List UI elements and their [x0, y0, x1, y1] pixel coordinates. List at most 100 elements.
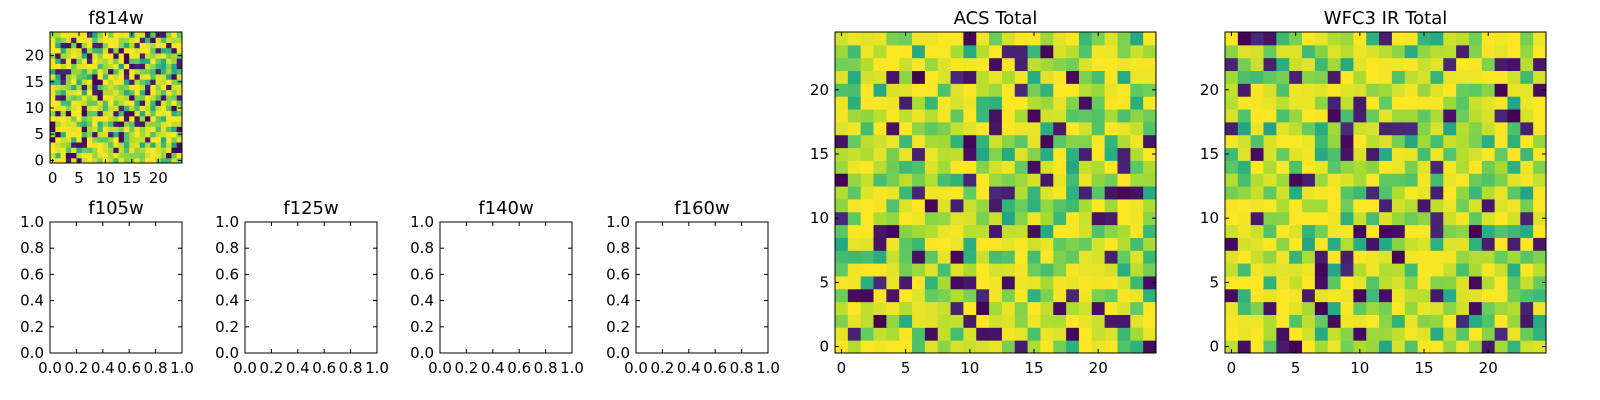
heatmap-cell-wfc3-ir-total: [1237, 263, 1252, 277]
heatmap-cell-acs-total: [1117, 198, 1131, 213]
heatmap-cell-acs-total: [860, 109, 875, 123]
heatmap-cell-wfc3-ir-total: [1379, 301, 1393, 315]
heatmap-cell-f814w: [65, 89, 72, 96]
heatmap-cell-f814w: [97, 147, 104, 154]
heatmap-cell-wfc3-ir-total: [1417, 109, 1431, 123]
heatmap-cell-acs-total: [937, 224, 952, 238]
heatmap-cell-f814w: [134, 152, 141, 159]
heatmap-cell-f814w: [81, 142, 88, 148]
heatmap-cell-wfc3-ir-total: [1507, 340, 1521, 354]
heatmap-cell-acs-total: [950, 160, 964, 174]
heatmap-cell-acs-total: [1143, 147, 1157, 161]
heatmap-cell-f814w: [113, 110, 120, 117]
heatmap-cell-wfc3-ir-total: [1494, 109, 1508, 123]
x-tick-label-f125w: 0.6: [312, 359, 336, 377]
heatmap-cell-wfc3-ir-total: [1417, 147, 1431, 161]
heatmap-cell-wfc3-ir-total: [1481, 314, 1496, 328]
heatmap-cell-f814w: [155, 105, 162, 112]
heatmap-cell-acs-total: [976, 314, 990, 328]
heatmap-cell-acs-total: [1066, 288, 1080, 303]
heatmap-cell-wfc3-ir-total: [1430, 57, 1444, 72]
heatmap-cell-wfc3-ir-total: [1302, 340, 1316, 354]
heatmap-cell-f814w: [102, 94, 109, 101]
heatmap-cell-wfc3-ir-total: [1327, 237, 1342, 251]
heatmap-cell-wfc3-ir-total: [1237, 314, 1252, 328]
heatmap-cell-f814w: [81, 84, 88, 91]
heatmap-cell-f814w: [71, 42, 77, 49]
heatmap-cell-acs-total: [1143, 211, 1157, 226]
heatmap-cell-acs-total: [1078, 147, 1093, 161]
heatmap-cell-acs-total: [1078, 301, 1093, 315]
heatmap-cell-wfc3-ir-total: [1520, 327, 1534, 341]
heatmap-cell-wfc3-ir-total: [1250, 186, 1265, 200]
heatmap-cell-f814w: [166, 73, 172, 80]
heatmap-cell-acs-total: [860, 134, 875, 149]
heatmap-cell-wfc3-ir-total: [1366, 83, 1380, 97]
heatmap-cell-acs-total: [950, 237, 964, 251]
heatmap-cell-wfc3-ir-total: [1391, 70, 1406, 84]
heatmap-cell-f814w: [171, 68, 178, 75]
heatmap-cell-wfc3-ir-total: [1468, 263, 1483, 277]
y-tick-label-f160w: 0.0: [606, 344, 630, 362]
heatmap-cell-acs-total: [1053, 198, 1067, 213]
heatmap-cell-acs-total: [1143, 109, 1157, 123]
heatmap-cell-acs-total: [963, 327, 977, 341]
heatmap-cell-wfc3-ir-total: [1417, 57, 1431, 72]
heatmap-cell-wfc3-ir-total: [1417, 275, 1431, 290]
heatmap-cell-f814w: [129, 121, 135, 127]
heatmap-cell-f814w: [86, 126, 93, 133]
heatmap-cell-acs-total: [1117, 327, 1131, 341]
heatmap-cell-acs-total: [899, 288, 913, 303]
heatmap-cell-f814w: [102, 152, 109, 159]
heatmap-cell-acs-total: [912, 224, 926, 238]
heatmap-cell-acs-total: [1040, 198, 1054, 213]
heatmap-cell-acs-total: [835, 314, 849, 328]
heatmap-cell-f814w: [55, 89, 62, 96]
heatmap-cell-wfc3-ir-total: [1250, 173, 1265, 187]
heatmap-cell-wfc3-ir-total: [1276, 250, 1290, 264]
heatmap-cell-acs-total: [1078, 250, 1093, 264]
heatmap-cell-wfc3-ir-total: [1430, 211, 1444, 226]
heatmap-cell-acs-total: [1053, 57, 1067, 72]
heatmap-cell-acs-total: [873, 57, 887, 72]
heatmap-cell-acs-total: [1143, 70, 1157, 84]
heatmap-cell-acs-total: [963, 263, 977, 277]
heatmap-cell-acs-total: [1117, 250, 1131, 264]
heatmap-cell-wfc3-ir-total: [1250, 96, 1265, 110]
heatmap-cell-f814w: [102, 142, 109, 148]
heatmap-cell-f814w: [76, 68, 83, 75]
heatmap-cell-f814w: [65, 32, 72, 38]
heatmap-cell-acs-total: [860, 288, 875, 303]
heatmap-cell-f814w: [171, 58, 178, 64]
heatmap-cell-f814w: [139, 79, 146, 85]
heatmap-cell-acs-total: [1143, 83, 1157, 97]
heatmap-cell-wfc3-ir-total: [1443, 160, 1457, 174]
heatmap-cell-f814w: [160, 115, 167, 122]
heatmap-cell-wfc3-ir-total: [1263, 250, 1277, 264]
heatmap-cell-f814w: [81, 68, 88, 75]
heatmap-cell-acs-total: [1053, 147, 1067, 161]
heatmap-cell-wfc3-ir-total: [1443, 32, 1457, 46]
heatmap-cell-f814w: [171, 63, 178, 70]
heatmap-cell-f814w: [102, 42, 109, 49]
heatmap-cell-f814w: [176, 37, 183, 43]
heatmap-cell-acs-total: [1040, 44, 1054, 59]
heatmap-cell-acs-total: [1078, 275, 1093, 290]
heatmap-cell-wfc3-ir-total: [1520, 186, 1534, 200]
heatmap-cell-acs-total: [1027, 340, 1041, 354]
heatmap-cell-f814w: [81, 94, 88, 101]
heatmap-cell-acs-total: [950, 134, 964, 149]
heatmap-cell-f814w: [123, 147, 130, 154]
heatmap-cell-acs-total: [912, 301, 926, 315]
heatmap-cell-f814w: [134, 47, 141, 54]
heatmap-cell-f814w: [171, 89, 178, 96]
heatmap-cell-wfc3-ir-total: [1430, 263, 1444, 277]
heatmap-cell-acs-total: [1066, 186, 1080, 200]
heatmap-cell-f814w: [134, 32, 141, 38]
heatmap-cell-acs-total: [1091, 44, 1106, 59]
heatmap-cell-f814w: [166, 58, 172, 64]
heatmap-cell-acs-total: [912, 121, 926, 136]
heatmap-cell-wfc3-ir-total: [1314, 121, 1329, 136]
heatmap-cell-f814w: [71, 110, 77, 117]
heatmap-cell-acs-total: [1066, 340, 1080, 354]
